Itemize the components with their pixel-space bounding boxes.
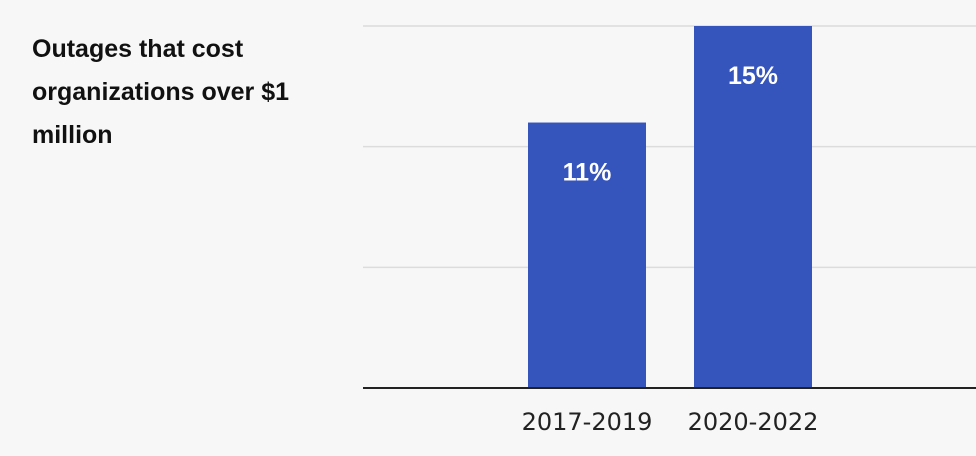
bars [528,26,812,389]
data-labels: 11% 15% [563,62,778,187]
data-label-2020-2022: 15% [728,62,778,90]
chart-title: Outages that cost organizations over $1 … [32,35,290,149]
tick-label-2017-2019: 2017-2019 [522,408,653,436]
bar-2017-2019 [528,122,646,389]
bar-2020-2022 [694,26,812,388]
gridlines [363,25,976,269]
tick-label-2020-2022: 2020-2022 [688,408,819,436]
data-label-2017-2019: 11% [563,159,612,187]
x-axis-ticks: 2017-2019 2020-2022 [522,408,819,436]
